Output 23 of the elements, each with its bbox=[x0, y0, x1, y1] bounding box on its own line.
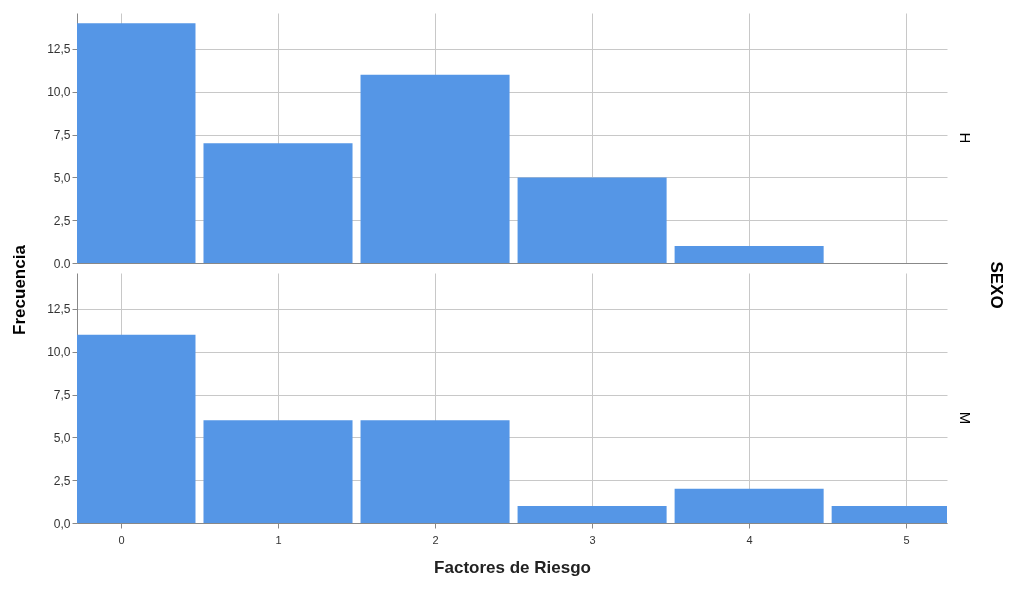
text: SEXO bbox=[986, 261, 1006, 309]
y-tick-label: 12,5 bbox=[47, 42, 71, 57]
y-tick-label: 0,0 bbox=[53, 256, 71, 271]
y-tick-label: 10,0 bbox=[47, 85, 71, 100]
y-tick-label: 12,5 bbox=[47, 302, 71, 317]
text: H bbox=[956, 132, 974, 144]
y-tick-label: 5,0 bbox=[53, 430, 71, 445]
y-tick-label: 2,5 bbox=[53, 473, 71, 488]
y-tick-label: 7,5 bbox=[53, 388, 71, 403]
x-tick-label: 3 bbox=[589, 533, 596, 546]
x-tick-label: 0 bbox=[118, 533, 125, 546]
x-axis-title: Factores de Riesgo bbox=[434, 557, 591, 577]
y-tick-label: 0,0 bbox=[53, 516, 71, 531]
x-tick-label: 2 bbox=[432, 533, 439, 546]
x-tick-label: 5 bbox=[903, 533, 910, 546]
y-tick-label: 10,0 bbox=[47, 345, 71, 360]
text: M bbox=[956, 411, 974, 425]
y-axis-title: Frecuencia bbox=[10, 245, 30, 335]
x-tick-label: 1 bbox=[275, 533, 282, 546]
x-tick-label: 4 bbox=[746, 533, 753, 546]
y-tick-label: 5,0 bbox=[53, 170, 71, 185]
y-tick-label: 2,5 bbox=[53, 213, 71, 228]
y-tick-label: 7,5 bbox=[53, 128, 71, 143]
